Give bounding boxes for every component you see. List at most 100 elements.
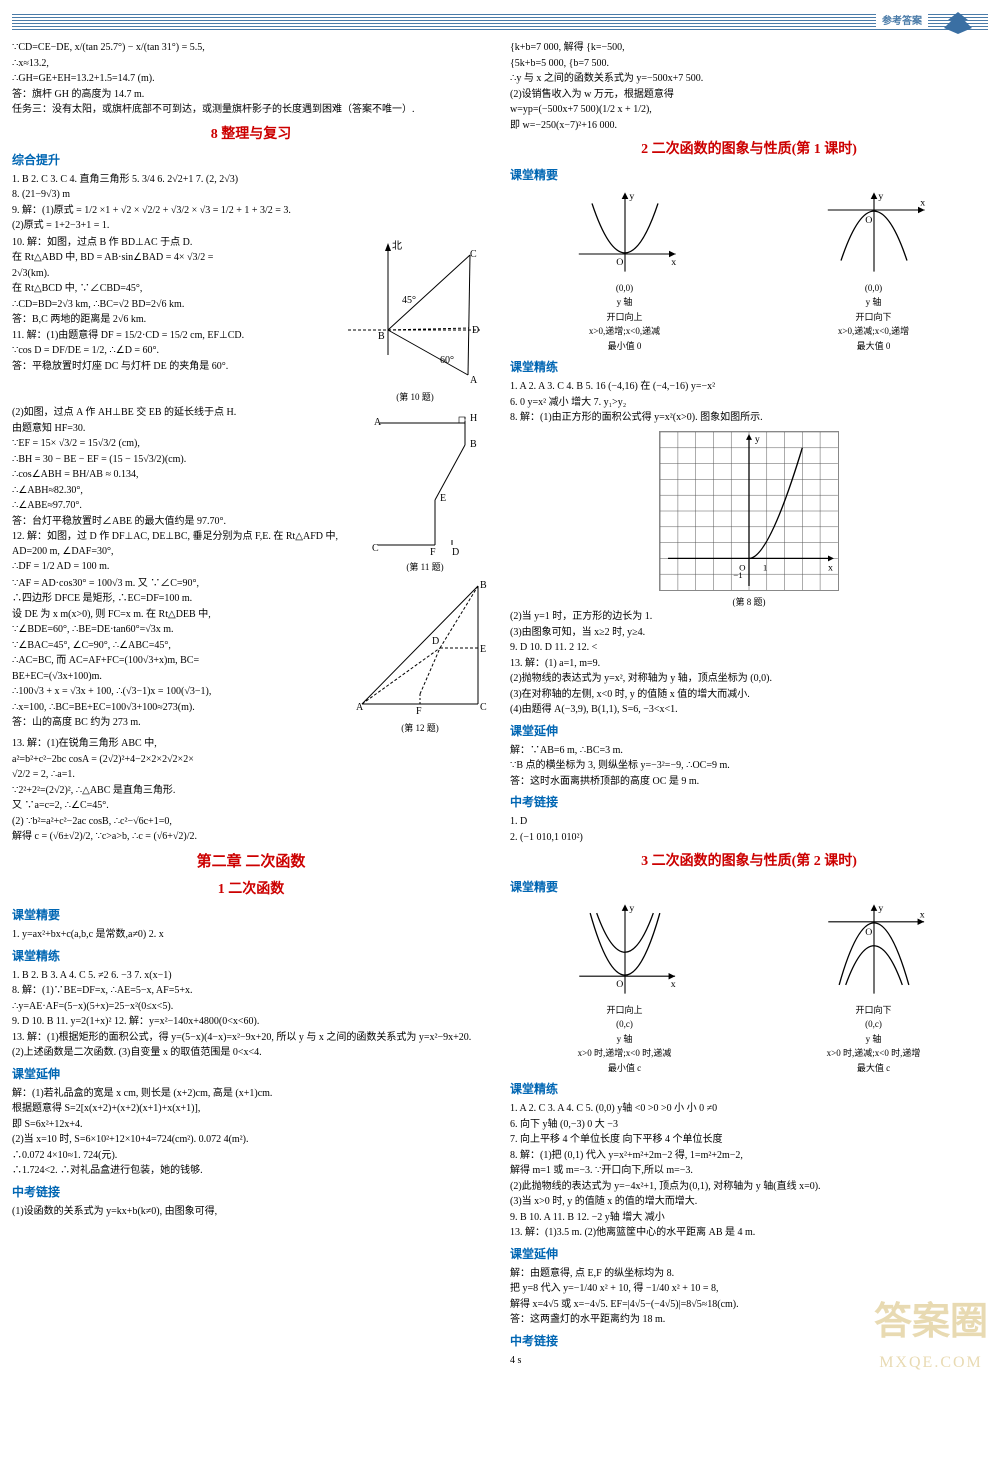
text: 答：旗杆 GH 的高度为 14.7 m.	[12, 88, 490, 103]
text: ∴CD=BD=2√3 km, ∴BC=√2 BD=2√6 km.	[12, 298, 332, 313]
text: ∵CD=CE−DE, x/(tan 25.7°) − x/(tan 31°) =…	[12, 41, 490, 56]
text: 8. 解：(1)把 (0,1) 代入 y=x²+m²+2m−2 得, 1=m²+…	[510, 1149, 988, 1164]
figure-q10: 北 C D B A 45° 60°	[340, 235, 490, 385]
text: 11. 解：(1)由题意得 DF = 15/2·CD = 15/2 cm, EF…	[12, 329, 332, 344]
text: 1. D	[510, 815, 988, 830]
text: 2. (−1 010,1 010²)	[510, 831, 988, 846]
label: A	[356, 702, 364, 713]
text: (2)此抛物线的表达式为 y=−4x²+1, 顶点为(0,1), 对称轴为 y …	[510, 1180, 988, 1195]
label: y 轴	[819, 1033, 929, 1047]
text: 即 S=6x²+12x+4.	[12, 1118, 490, 1133]
text: (3)在对称轴的左侧, x<0 时, y 的值随 x 值的增大而减小.	[510, 688, 988, 703]
text: 7. 向上平移 4 个单位长度 向下平移 4 个单位长度	[510, 1133, 988, 1148]
text: 8. 解：(1)∵BE=DF=x, ∴AE=5−x, AF=5+x.	[12, 984, 490, 999]
section-2-title: 2 二次函数的图象与性质(第 1 课时)	[510, 139, 988, 160]
text: ∴∠ABH≈82.30°,	[12, 484, 352, 499]
text: (2)如图，过点 A 作 AH⊥BE 交 EB 的延长线于点 H.	[12, 406, 352, 421]
header-band: 参考答案	[12, 12, 988, 32]
text: ∴BH = 30 − BE − EF = (15 − 15√3/2)(cm).	[12, 453, 352, 468]
label: B	[480, 580, 487, 591]
label: O	[616, 257, 623, 268]
text: 8. 解：(1)由正方形的面积公式得 y=x²(x>0). 图象如图所示.	[510, 411, 988, 426]
text: 6. 0 y=x² 减小 增大 7. y₁>y₂	[510, 396, 988, 411]
text: 9. D 10. D 11. 2 12. <	[510, 641, 988, 656]
label: 1	[763, 562, 767, 572]
text: 解得 m=1 或 m=−3. ∵开口向下,所以 m=−3.	[510, 1164, 988, 1179]
label: A	[374, 417, 382, 428]
text: 1. y=ax²+bx+c(a,b,c 是常数,a≠0) 2. x	[12, 928, 490, 943]
text: ∴x≈13.2,	[12, 57, 490, 72]
label: (0,0)	[819, 282, 929, 296]
label: E	[440, 493, 446, 504]
text: 答：台灯平稳放置时∠ABE 的最大值约是 97.70°.	[12, 515, 352, 530]
text: (3)由图象可知，当 x≥2 时, y≥4.	[510, 626, 988, 641]
label: 最小值 c	[570, 1062, 680, 1076]
text: (2)原式 = 1+2−3+1 = 1.	[12, 219, 490, 234]
text: 解得 c = (√6±√2)/2, ∵c>a>b, ∴c = (√6+√2)/2…	[12, 830, 490, 845]
parabola-pair-down: x y O 开口向下 (0,c) y 轴 x>0 时,递减;x<0 时,递增 最…	[819, 900, 929, 1076]
figure-caption: (第 12 题)	[350, 722, 490, 736]
heading-yanshen: 课堂延伸	[510, 1245, 988, 1263]
text: ∴cos∠ABH = BH/AB ≈ 0.134,	[12, 468, 352, 483]
figure-q12: A B C D E F	[350, 576, 490, 716]
right-column: {k+b=7 000, 解得 {k=−500, {5k+b=5 000, {b=…	[510, 40, 988, 1369]
text: 12. 解：如图，过 D 作 DF⊥AC, DE⊥BC, 垂足分别为点 F,E.…	[12, 530, 352, 559]
parabola-pair-up: x y O 开口向上 (0,c) y 轴 x>0 时,递增;x<0 时,递减 最…	[570, 900, 680, 1076]
text: 答：平稳放置时灯座 DC 与灯杆 DE 的夹角是 60°.	[12, 360, 332, 375]
heading-yanshen: 课堂延伸	[510, 722, 988, 740]
label: B	[470, 439, 477, 450]
text: 9. D 10. B 11. y=2(1+x)² 12. 解：y=x²−140x…	[12, 1015, 490, 1030]
text: ∵cos D = DF/DE = 1/2, ∴∠D = 60°.	[12, 344, 332, 359]
section-3-title: 3 二次函数的图象与性质(第 2 课时)	[510, 851, 988, 872]
label: y	[878, 191, 883, 202]
heading-zhongkao: 中考链接	[12, 1183, 490, 1201]
text: (2)上述函数是二次函数. (3)自变量 x 的取值范围是 0<x<4.	[12, 1046, 490, 1061]
label: x	[670, 979, 675, 990]
label: y	[755, 433, 760, 444]
text: ∴DF = 1/2 AD = 100 m.	[12, 560, 352, 575]
label: H	[470, 413, 477, 424]
label: 45°	[402, 295, 416, 306]
label: −1	[733, 570, 742, 580]
label: (0,c)	[819, 1018, 929, 1032]
parabola-up: x y O (0,0) y 轴 开口向上 x>0,递增;x<0,递减 最小值 0	[570, 188, 680, 354]
text: a²=b²+c²−2bc cosA = (2√2)²+4−2×2×2√2×2×	[12, 753, 490, 768]
text: ∵EF = 15× √3/2 = 15√3/2 (cm),	[12, 437, 352, 452]
label: x>0 时,递增;x<0 时,递减	[570, 1047, 680, 1061]
text: 13. 解：(1)3.5 m. (2)他离篮筐中心的水平距离 AB 是 4 m.	[510, 1226, 988, 1241]
answers: 8. (21−9√3) m	[12, 188, 490, 203]
label: 开口向上	[570, 311, 680, 325]
sub-heading: 综合提升	[12, 151, 490, 169]
label: 开口向下	[819, 311, 929, 325]
label: B	[378, 331, 385, 342]
text: 根据题意得 S=2[x(x+2)+(x+2)(x+1)+x(x+1)],	[12, 1102, 490, 1117]
text: BE+EC=(√3x+100)m.	[12, 670, 342, 685]
text: ∴∠ABE≈97.70°.	[12, 499, 352, 514]
text: (4)由题得 A(−3,9), B(1,1), S=6, −3<x<1.	[510, 703, 988, 718]
text: (2)当 y=1 时，正方形的边长为 1.	[510, 610, 988, 625]
label: C	[372, 543, 379, 554]
text: {k+b=7 000, 解得 {k=−500,	[510, 41, 988, 56]
text: 在 Rt△BCD 中, ∵∠CBD=45°,	[12, 282, 332, 297]
text: 9. B 10. A 11. B 12. −2 y轴 增大 减小	[510, 1211, 988, 1226]
text: ∴四边形 DFCE 是矩形, ∴EC=DF=100 m.	[12, 592, 342, 607]
chapter-2-title: 第二章 二次函数	[12, 851, 490, 874]
text: (2) ∵b²=a²+c²−2ac cosB, ∴c²−√6c+1=0,	[12, 815, 490, 830]
text: ∴100√3 + x = √3x + 100, ∴(√3−1)x = 100(√…	[12, 685, 342, 700]
text: 2√3(km).	[12, 267, 332, 282]
text: 解：(1)若礼品盒的宽是 x cm, 则长是 (x+2)cm, 高是 (x+1)…	[12, 1087, 490, 1102]
label: y 轴	[819, 296, 929, 310]
text: ∴y=AE·AF=(5−x)(5+x)=25−x²(0≤x<5).	[12, 1000, 490, 1015]
text: 解：由题意得, 点 E,F 的纵坐标均为 8.	[510, 1267, 988, 1282]
heading-jinglian: 课堂精练	[510, 1080, 988, 1098]
figure-caption: (第 11 题)	[360, 561, 490, 575]
text: 答：山的高度 BC 约为 273 m.	[12, 716, 342, 731]
section-1-title: 1 二次函数	[12, 879, 490, 900]
label: y	[629, 191, 634, 202]
label: x	[920, 198, 925, 209]
text: 解：∵AB=6 m, ∴BC=3 m.	[510, 744, 988, 759]
section-8-title: 8 整理与复习	[12, 124, 490, 145]
label: D	[472, 325, 479, 336]
text: 6. 向下 y轴 (0,−3) 0 大 −3	[510, 1118, 988, 1133]
label: 最大值 0	[819, 340, 929, 354]
